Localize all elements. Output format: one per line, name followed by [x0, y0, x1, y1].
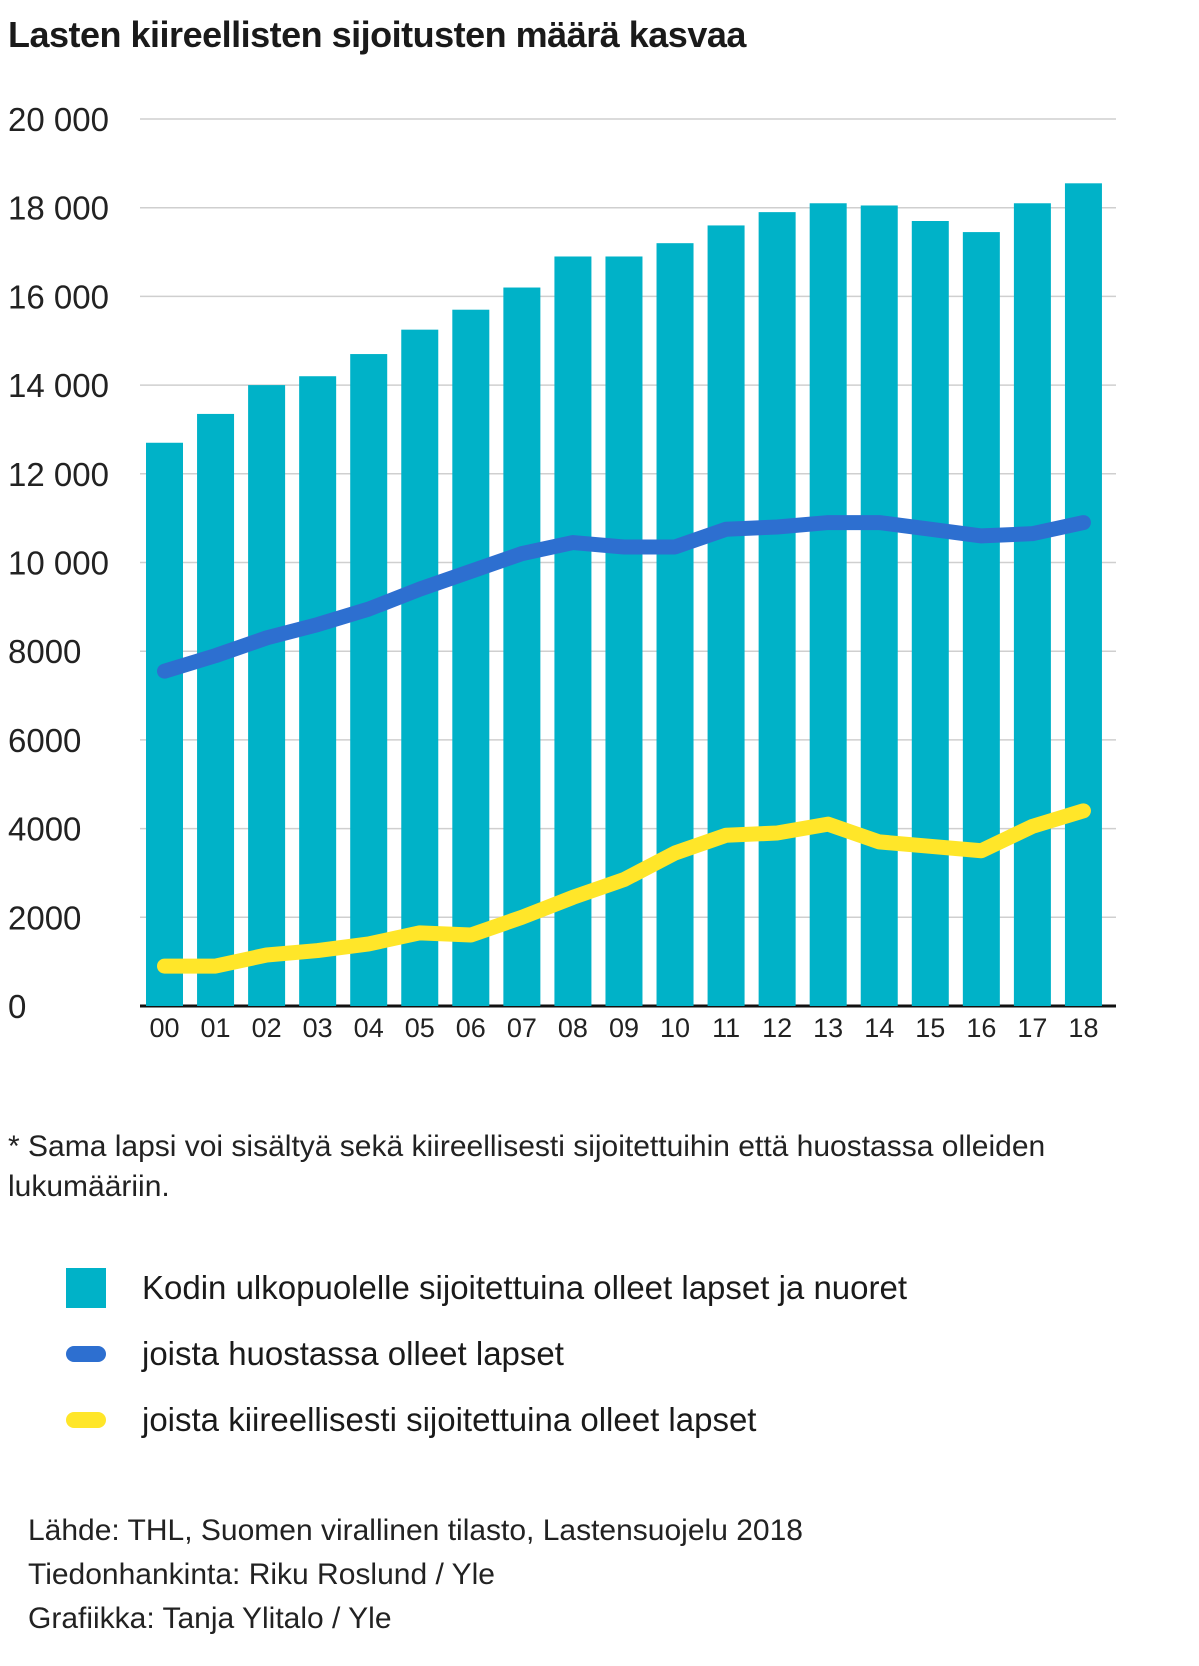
x-tick-label: 12: [762, 1013, 792, 1043]
legend-label: Kodin ulkopuolelle sijoitettuina olleet …: [142, 1269, 908, 1306]
bar: [197, 413, 235, 1006]
x-tick-label: 13: [813, 1013, 843, 1043]
bar: [146, 442, 183, 1006]
urgent-line: [157, 803, 1091, 974]
x-tick-label: 03: [303, 1013, 333, 1043]
custody-line: [157, 515, 1091, 679]
y-tick-label: 10 000: [8, 545, 109, 582]
x-tick-label: 16: [966, 1013, 996, 1043]
bar: [299, 376, 337, 1007]
y-axis: 0 2000 4000 6000 8000 10 000 12 000 14 000 16 00…: [8, 101, 109, 1025]
y-tick-label: 14 000: [8, 367, 109, 404]
chart-title: Lasten kiireellisten sijoitusten määrä k…: [8, 14, 746, 55]
y-tick-label: 2000: [8, 899, 81, 936]
bar: [809, 203, 847, 1006]
source-credit: Lähde: THL, Suomen virallinen tilasto, L…: [28, 1514, 803, 1547]
y-tick-label: 6000: [8, 722, 81, 759]
legend-item-urgent: joista kiireellisesti sijoitettuina olle…: [66, 1387, 907, 1453]
x-tick-label: 18: [1068, 1013, 1098, 1043]
x-axis: 00 01 02 03 04 05 06 07 08 09 10 11 12 13 14 15 16 17 18: [149, 1013, 1098, 1043]
y-tick-label: 16 000: [8, 278, 109, 315]
bar: [554, 256, 592, 1006]
x-tick-label: 01: [201, 1013, 231, 1043]
x-tick-label: 17: [1017, 1013, 1047, 1043]
credits: Lähde: THL, Suomen virallinen tilasto, L…: [28, 1509, 803, 1641]
legend-item-custody: joista huostassa olleet lapset: [66, 1321, 907, 1387]
bar: [758, 212, 796, 1006]
legend: Kodin ulkopuolelle sijoitettuina olleet …: [66, 1255, 907, 1453]
yellow-line-swatch-icon: [66, 1412, 106, 1428]
bar: [1064, 183, 1102, 1006]
blue-line-swatch-icon: [66, 1346, 106, 1362]
x-tick-label: 04: [354, 1013, 384, 1043]
x-tick-label: 08: [558, 1013, 588, 1043]
y-tick-label: 4000: [8, 811, 81, 848]
x-tick-label: 14: [864, 1013, 894, 1043]
x-tick-label: 00: [149, 1013, 179, 1043]
y-tick-label: 12 000: [8, 456, 109, 493]
legend-label: joista huostassa olleet lapset: [142, 1335, 564, 1372]
bar: [605, 256, 643, 1006]
bar: [248, 385, 286, 1007]
line-series: [157, 515, 1091, 974]
legend-item-placed-children: Kodin ulkopuolelle sijoitettuina olleet …: [66, 1255, 907, 1321]
x-tick-label: 11: [712, 1013, 740, 1043]
y-tick-label: 8000: [8, 633, 81, 670]
x-tick-label: 07: [507, 1013, 537, 1043]
y-tick-label: 20 000: [8, 101, 109, 138]
bar: [401, 329, 439, 1007]
bar: [503, 287, 541, 1006]
bar: [707, 225, 745, 1006]
bar: [350, 354, 388, 1006]
research-credit: Tiedonhankinta: Riku Roslund / Yle: [28, 1558, 495, 1591]
bar: [656, 243, 694, 1006]
x-tick-label: 15: [915, 1013, 945, 1043]
x-tick-label: 05: [405, 1013, 435, 1043]
bar: [1013, 203, 1051, 1006]
graphics-credit: Grafiikka: Tanja Ylitalo / Yle: [28, 1602, 392, 1635]
x-tick-label: 09: [609, 1013, 639, 1043]
x-tick-label: 02: [252, 1013, 282, 1043]
y-tick-label: 0: [8, 988, 26, 1025]
footnote: * Sama lapsi voi sisältyä sekä kiireelli…: [8, 1130, 1046, 1203]
x-tick-label: 06: [456, 1013, 486, 1043]
bar: [962, 232, 1000, 1006]
x-tick-label: 10: [660, 1013, 690, 1043]
bar: [911, 221, 949, 1006]
legend-label: joista kiireellisesti sijoitettuina olle…: [142, 1401, 757, 1438]
y-tick-label: 18 000: [8, 190, 109, 227]
bar: [452, 309, 490, 1007]
bar-swatch-icon: [66, 1268, 106, 1308]
bar-series: [146, 183, 1102, 1007]
bar: [860, 205, 898, 1007]
